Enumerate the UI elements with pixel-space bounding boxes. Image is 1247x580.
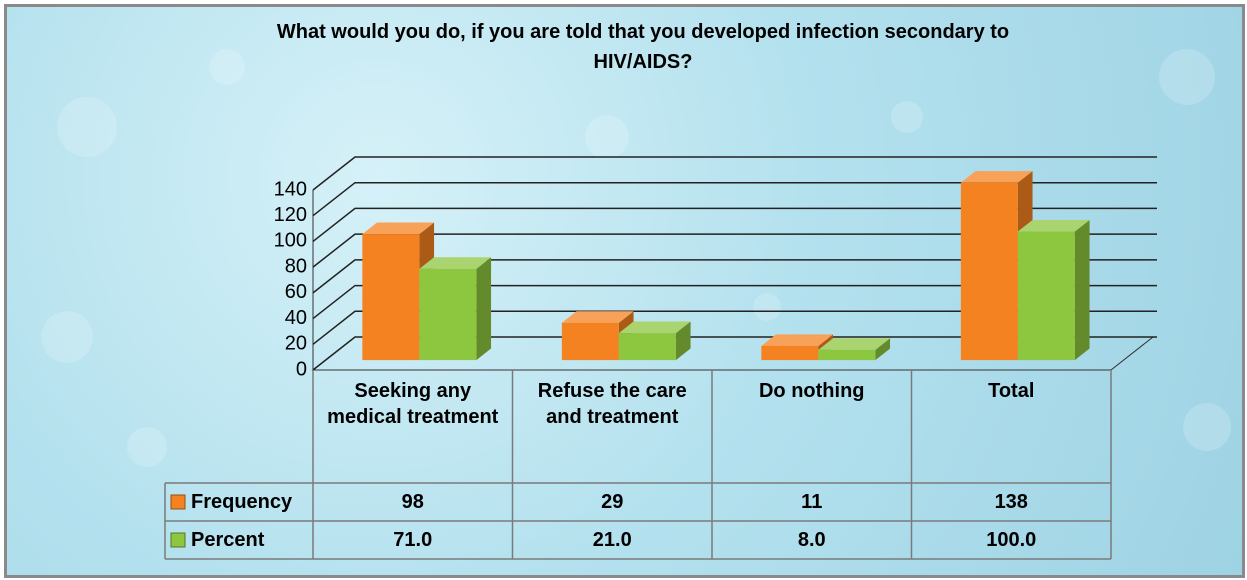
grid-line <box>312 207 1157 243</box>
bar-side <box>1074 219 1090 361</box>
grid-line <box>312 233 1157 268</box>
legend-label: Percent <box>191 529 265 551</box>
bar-front <box>818 349 876 361</box>
bar <box>818 338 891 361</box>
bar <box>362 222 435 361</box>
grid-line <box>312 336 1157 371</box>
grid-line <box>312 259 1157 294</box>
y-tick-label: 120 <box>274 204 307 226</box>
bar-top <box>818 338 891 350</box>
legend-label: Frequency <box>191 491 293 513</box>
legend-key <box>170 494 186 510</box>
bar-top <box>419 257 492 269</box>
grid-line <box>312 284 1157 320</box>
bar-side <box>476 257 492 361</box>
chart-title: What would you do, if you are told that … <box>277 21 1009 73</box>
bar-top <box>761 334 834 346</box>
table-value: 21.0 <box>592 529 632 551</box>
title-line: What would you do, if you are told that … <box>277 21 1009 43</box>
y-tick-label: 140 <box>274 178 307 200</box>
background-drops <box>41 49 1231 467</box>
bar <box>618 321 691 361</box>
table-value: 11 <box>801 491 823 513</box>
bar-front <box>960 182 1018 361</box>
category-label: Seeking any medical treatment <box>327 380 499 428</box>
y-tick-label: 80 <box>285 255 307 277</box>
table-value: 29 <box>601 491 624 513</box>
category-label: Refuse the care and treatment <box>537 380 687 428</box>
bar-top <box>1017 219 1090 232</box>
y-tick-label: 40 <box>285 307 307 329</box>
bar-top <box>960 171 1033 183</box>
bar <box>1017 219 1090 361</box>
table-value: 71.0 <box>393 529 433 551</box>
grid-line <box>312 156 1157 191</box>
chart: What would you do, if you are told that … <box>41 21 1231 560</box>
y-tick-label: 60 <box>285 281 307 303</box>
grid-line <box>312 310 1157 345</box>
y-tick-label: 0 <box>296 358 307 380</box>
bar-front <box>761 345 819 361</box>
table-value: 8.0 <box>797 529 826 551</box>
y-tick-label: 100 <box>274 230 307 252</box>
bar <box>419 257 492 361</box>
title-line: HIV/AIDS? <box>594 51 693 73</box>
table-value: 138 <box>994 491 1028 513</box>
bar-top <box>362 222 435 235</box>
bar-front <box>618 333 676 361</box>
table-value: 100.0 <box>986 529 1037 551</box>
bar-top <box>561 311 634 323</box>
bar-side <box>675 321 691 361</box>
bar-top <box>618 321 691 334</box>
table-value: 98 <box>401 491 424 513</box>
bar-front <box>362 234 420 361</box>
legend-key <box>170 532 186 548</box>
bar-front <box>1017 231 1075 361</box>
category-label: Total <box>988 380 1035 402</box>
y-tick-label: 20 <box>285 333 307 355</box>
bar-front <box>561 322 619 361</box>
category-label: Do nothing <box>758 380 865 402</box>
grid-line <box>312 181 1157 217</box>
bar-side <box>875 338 891 361</box>
chart-frame: What would you do, if you are told that … <box>4 4 1245 578</box>
bar-front <box>419 268 477 361</box>
